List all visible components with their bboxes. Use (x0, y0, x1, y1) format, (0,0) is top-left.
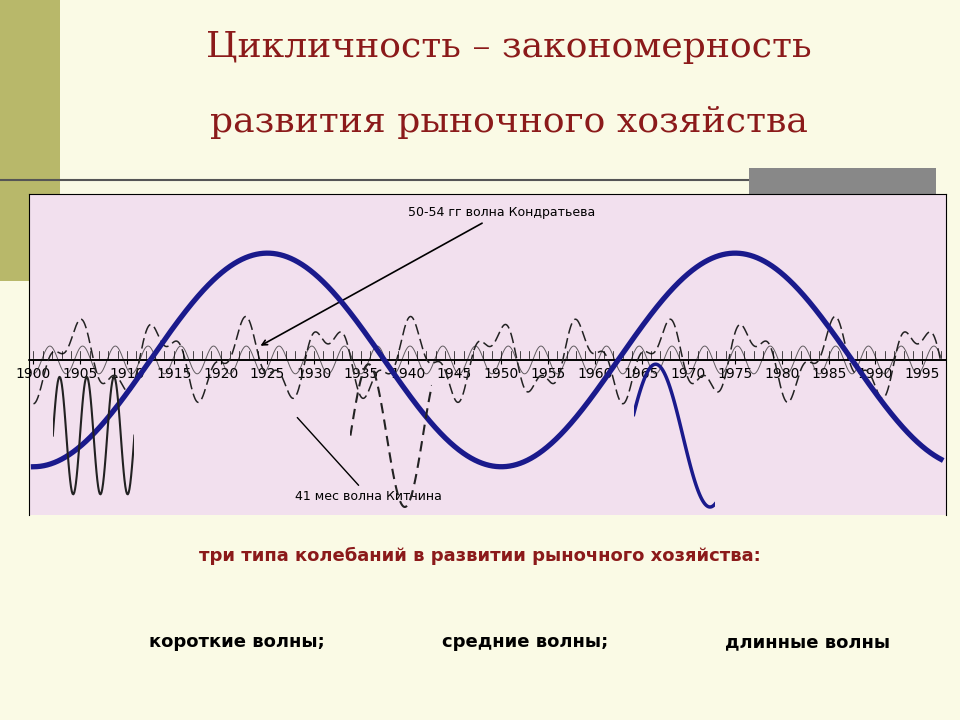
Text: длинные волны: длинные волны (725, 633, 890, 651)
Text: три типа колебаний в развитии рыночного хозяйства:: три типа колебаний в развитии рыночного … (199, 546, 761, 565)
Text: 41 мес волна Китчина: 41 мес волна Китчина (296, 418, 443, 503)
Text: короткие волны;: короткие волны; (149, 633, 324, 651)
Text: Цикличность – закономерность: Цикличность – закономерность (206, 30, 811, 64)
Text: 50-54 гг волна Кондратьева: 50-54 гг волна Кондратьева (262, 206, 595, 345)
Text: развития рыночного хозяйства: развития рыночного хозяйства (210, 104, 807, 139)
Text: средние волны;: средние волны; (442, 633, 608, 651)
Bar (0, 0, 60, 281)
Bar (749, 168, 936, 194)
